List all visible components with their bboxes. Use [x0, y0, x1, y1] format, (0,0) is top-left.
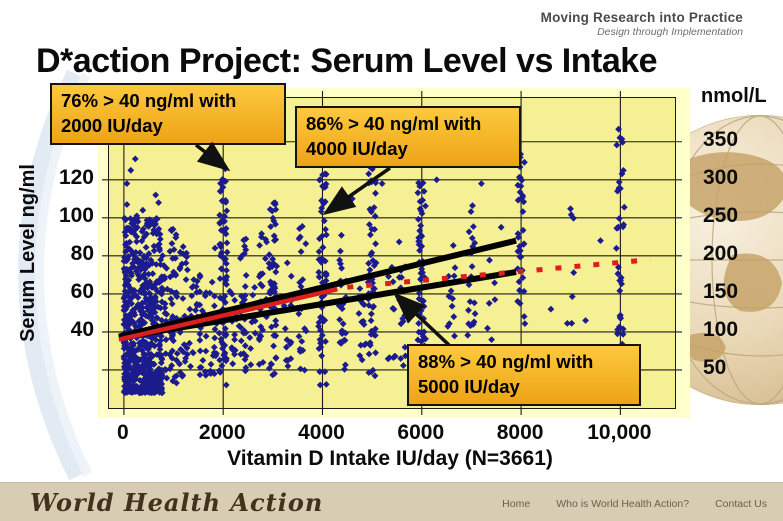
- y-left-tick-label: 100: [58, 203, 94, 227]
- y-right-tick-label: 150: [703, 279, 739, 303]
- callout-line: 86% > 40 ng/ml with: [306, 113, 482, 134]
- footer-link-contact[interactable]: Contact Us: [715, 498, 767, 510]
- x-tick-label: 8000: [496, 421, 544, 444]
- y-left-tick-label: 40: [70, 317, 94, 341]
- y-left-tick-label: 80: [70, 241, 94, 265]
- header-block: Moving Research into Practice Design thr…: [541, 10, 743, 38]
- x-tick-label: 4000: [298, 421, 345, 444]
- y-right-tick-label: 50: [703, 355, 727, 379]
- callout-line: 88% > 40 ng/ml with: [418, 351, 594, 372]
- y-right-tick-label: 300: [703, 165, 739, 189]
- y-right-tick-label: 250: [703, 203, 739, 227]
- footer-link-who-is[interactable]: Who is World Health Action?: [556, 498, 690, 510]
- x-tick-label: 6000: [397, 421, 445, 444]
- footer-bar: World Health Action Home Who is World He…: [0, 482, 783, 521]
- page-title: D*action Project: Serum Level vs Intake: [36, 42, 658, 80]
- callout-2000iu: 76% > 40 ng/ml with 2000 IU/day: [50, 83, 286, 145]
- callout-line: 2000 IU/day: [61, 114, 163, 136]
- callout-4000iu: 86% > 40 ng/ml with 4000 IU/day: [295, 106, 521, 168]
- callout-5000iu: 88% > 40 ng/ml with 5000 IU/day: [407, 344, 641, 406]
- callout-line: 4000 IU/day: [306, 137, 408, 159]
- y-right-tick-label: 100: [703, 317, 739, 341]
- callout-line: 5000 IU/day: [418, 375, 520, 397]
- x-tick-label: 0: [117, 421, 129, 444]
- x-tick-label: 2000: [198, 421, 246, 444]
- header-tagline: Moving Research into Practice: [540, 10, 743, 25]
- brand-logo: World Health Action: [30, 488, 324, 517]
- y-left-tick-label: 60: [70, 279, 94, 303]
- footer-nav: Home Who is World Health Action? Contact…: [502, 498, 767, 510]
- x-axis-title: Vitamin D Intake IU/day (N=3661): [227, 447, 553, 470]
- callout-line: 76% > 40 ng/ml with: [61, 90, 237, 111]
- y-right-tick-label: 200: [703, 241, 739, 265]
- y-axis-title-right: nmol/L: [701, 85, 767, 107]
- y-left-tick-label: 120: [58, 165, 94, 189]
- y-axis-title-left: Serum Level ng/ml: [17, 164, 39, 342]
- footer-link-home[interactable]: Home: [502, 498, 531, 510]
- y-right-tick-label: 350: [703, 127, 739, 151]
- regression-lower-black: [118, 269, 517, 341]
- red-fit-dashed: [347, 257, 651, 290]
- x-tick-label: 10,000: [587, 421, 652, 444]
- red-fit-solid: [118, 286, 338, 342]
- scatter-points: [120, 124, 628, 397]
- header-subtagline: Design through Implementation: [597, 26, 743, 38]
- regression-upper-black: [118, 237, 517, 340]
